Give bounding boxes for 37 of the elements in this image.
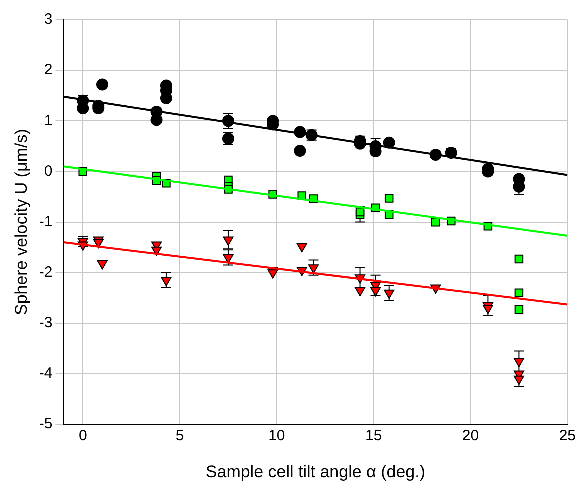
point — [223, 236, 234, 246]
point — [431, 218, 440, 227]
point — [356, 208, 365, 217]
x-tick-label: 5 — [176, 428, 184, 445]
y-tick-label: -2 — [39, 264, 53, 282]
point — [161, 277, 172, 286]
x-tick-label: 25 — [559, 428, 576, 445]
point — [514, 288, 524, 298]
point — [514, 358, 524, 368]
y-tick-label: 0 — [44, 162, 53, 180]
point — [482, 305, 494, 314]
y-tick-label: -3 — [39, 314, 53, 332]
point — [296, 243, 308, 253]
x-tick-label: 10 — [268, 428, 286, 445]
y-tick-label: -1 — [39, 213, 53, 230]
point — [268, 270, 278, 279]
point — [294, 144, 306, 157]
point — [514, 254, 524, 264]
point — [355, 287, 366, 297]
point — [384, 290, 395, 300]
y-tick-label: 2 — [44, 62, 53, 79]
x-axis-title: Sample cell tilt angle α (deg.) — [206, 462, 426, 482]
y-tick-label: 1 — [44, 112, 53, 130]
point — [96, 78, 108, 91]
y-axis-title: Sphere velocity U (μm/s) — [12, 129, 31, 316]
y-tick-label: 3 — [44, 11, 53, 28]
x-tick-label: 0 — [78, 428, 88, 445]
x-tick-label: 15 — [366, 428, 382, 445]
point — [308, 264, 320, 274]
x-tick-label: 20 — [462, 428, 480, 445]
point — [514, 305, 524, 314]
point — [97, 260, 108, 270]
point — [384, 194, 394, 203]
point — [514, 376, 524, 386]
point — [370, 287, 382, 297]
y-tick-label: -5 — [39, 416, 53, 433]
y-tick-label: -4 — [39, 365, 53, 382]
